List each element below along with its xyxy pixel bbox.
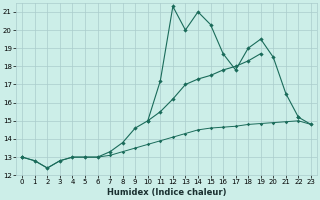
X-axis label: Humidex (Indice chaleur): Humidex (Indice chaleur): [107, 188, 226, 197]
